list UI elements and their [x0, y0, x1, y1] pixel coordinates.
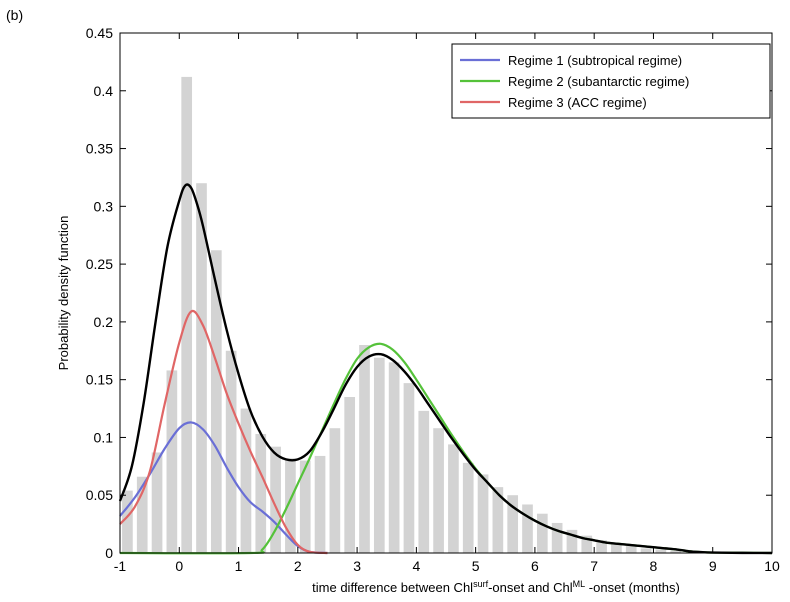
x-axis-label-middle: -onset and Chl — [488, 580, 573, 595]
y-tick-label: 0.25 — [86, 256, 113, 272]
histogram-bar — [314, 455, 326, 553]
histogram-bar — [670, 550, 682, 553]
histogram-bar — [640, 548, 652, 553]
histogram — [122, 76, 682, 554]
x-tick-label: 9 — [709, 558, 717, 574]
histogram-bar — [166, 370, 178, 553]
histogram-bar — [507, 495, 519, 553]
histogram-bar — [655, 549, 667, 553]
y-tick-label: 0.2 — [94, 314, 114, 330]
histogram-bar — [373, 357, 385, 553]
histogram-bar — [596, 540, 607, 553]
x-tick-label: 1 — [235, 558, 243, 574]
histogram-bar — [344, 397, 356, 553]
histogram-bar — [210, 250, 222, 553]
regime-1-curve — [119, 421, 328, 555]
density-curves — [118, 183, 773, 555]
histogram-bar — [255, 433, 267, 553]
histogram-bar — [625, 546, 637, 553]
y-tick-label: 0.1 — [94, 429, 114, 445]
x-tick-label: 4 — [412, 558, 420, 574]
legend-box — [451, 43, 771, 119]
histogram-bar — [611, 543, 622, 553]
histogram-bar — [270, 446, 281, 553]
regime-3-curve — [119, 309, 328, 555]
histogram-bar — [240, 408, 252, 553]
histogram-bar — [359, 345, 370, 553]
y-tick-label: 0 — [105, 545, 113, 561]
legend-entry-label: Regime 3 (ACC regime) — [508, 95, 647, 110]
plot-area-frame — [119, 32, 773, 554]
y-tick-label: 0.4 — [94, 83, 114, 99]
histogram-bar — [299, 460, 311, 553]
histogram-bar — [462, 462, 474, 553]
y-tick-label: 0.45 — [86, 25, 113, 41]
x-tick-label: 8 — [650, 558, 658, 574]
histogram-bar — [448, 444, 459, 553]
x-axis-label: time difference between Chlsurf-onset an… — [312, 579, 680, 595]
x-tick-label: -1 — [114, 558, 127, 574]
histogram-bar — [388, 362, 400, 553]
histogram-bar — [536, 513, 548, 553]
histogram-bar — [285, 458, 296, 553]
histogram-bar — [196, 183, 207, 553]
histogram-bar — [329, 428, 341, 553]
x-tick-label: 10 — [764, 558, 780, 574]
histogram-bar — [136, 476, 148, 553]
legend-entry-label: Regime 2 (subantarctic regime) — [508, 74, 689, 89]
y-axis-label: Probability density function — [56, 216, 71, 371]
x-tick-label: 0 — [175, 558, 183, 574]
histogram-bar — [581, 535, 593, 553]
legend: Regime 1 (subtropical regime) Regime 2 (s… — [451, 43, 771, 119]
legend-entry-label: Regime 1 (subtropical regime) — [508, 53, 682, 68]
histogram-bar — [181, 76, 193, 554]
histogram-bar — [403, 383, 415, 553]
x-tick-label: 3 — [353, 558, 361, 574]
x-tick-label: 5 — [472, 558, 480, 574]
histogram-bar — [433, 428, 444, 553]
histogram-bar — [522, 504, 533, 553]
x-tick-label: 6 — [531, 558, 539, 574]
y-tick-label: 0.3 — [94, 198, 114, 214]
x-axis-label-sup2: ML — [573, 579, 586, 589]
histogram-bar — [122, 490, 133, 553]
histogram-bar — [418, 410, 430, 553]
y-tick-label: 0.05 — [86, 487, 113, 503]
histogram-bar — [551, 522, 563, 553]
y-axis: 0 0.05 0.1 0.15 0.2 0.25 0.3 0.35 0.4 0.45 — [86, 25, 772, 561]
histogram-bar — [225, 350, 237, 553]
histogram-bar — [477, 474, 489, 553]
x-axis: -1 0 1 2 3 4 5 6 7 8 9 10 — [114, 33, 780, 574]
x-axis-label-prefix: time difference between Chl — [312, 580, 473, 595]
x-tick-label: 2 — [294, 558, 302, 574]
x-tick-label: 7 — [590, 558, 598, 574]
y-tick-label: 0.35 — [86, 141, 113, 157]
y-tick-label: 0.15 — [86, 372, 113, 388]
histogram-bar — [151, 452, 163, 553]
histogram-bar — [492, 487, 504, 553]
panel-label: (b) — [6, 7, 23, 23]
x-axis-label-suffix: -onset (months) — [585, 580, 680, 595]
x-axis-label-sup1: surf — [473, 579, 489, 589]
total-density-curve — [118, 183, 773, 555]
histogram-bar — [566, 529, 578, 553]
